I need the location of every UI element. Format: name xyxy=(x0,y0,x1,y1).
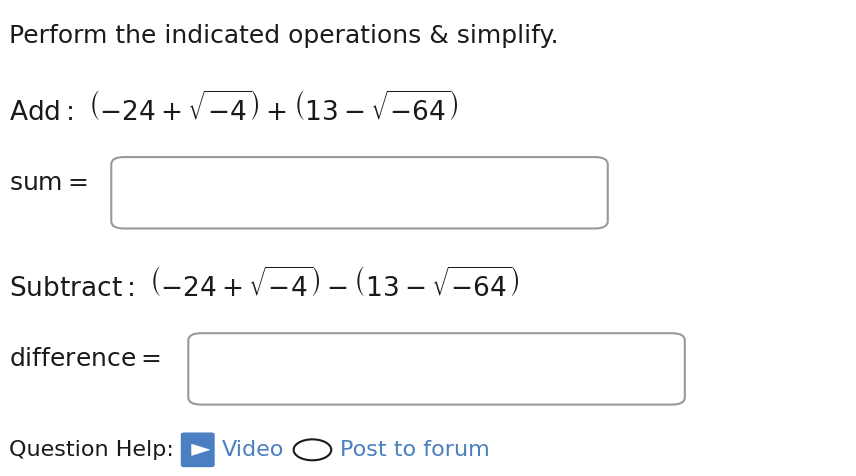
FancyBboxPatch shape xyxy=(181,433,214,466)
Text: Perform the indicated operations & simplify.: Perform the indicated operations & simpl… xyxy=(9,24,558,48)
Text: Question Help:: Question Help: xyxy=(9,440,174,460)
Text: Post to forum: Post to forum xyxy=(340,440,490,460)
Text: $\mathrm{sum} = $: $\mathrm{sum} = $ xyxy=(9,171,87,195)
FancyBboxPatch shape xyxy=(111,157,608,228)
Text: $\mathrm{difference} = $: $\mathrm{difference} = $ xyxy=(9,347,160,371)
Text: $\mathrm{Subtract{:}}\ \left(-24+\sqrt{-4}\right)-\left(13-\sqrt{-64}\right)$: $\mathrm{Subtract{:}}\ \left(-24+\sqrt{-… xyxy=(9,268,520,303)
Polygon shape xyxy=(192,444,210,456)
Text: Video: Video xyxy=(222,440,284,460)
FancyBboxPatch shape xyxy=(188,333,685,405)
Text: $\mathrm{Add{:}}\ \left(-24+\sqrt{-4}\right)+\left(13-\sqrt{-64}\right)$: $\mathrm{Add{:}}\ \left(-24+\sqrt{-4}\ri… xyxy=(9,92,458,127)
